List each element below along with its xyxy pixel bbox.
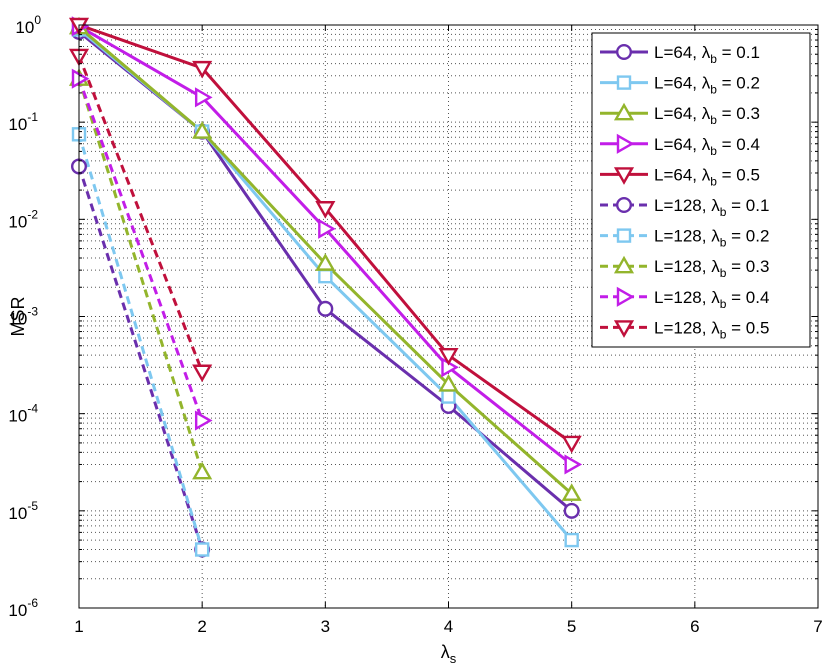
legend-marker — [616, 196, 633, 213]
data-point-marker — [561, 483, 582, 501]
y-axis-label: MSR — [8, 297, 28, 337]
axis-ticks — [78, 24, 819, 609]
data-point-marker — [192, 121, 213, 139]
series-line-6 — [77, 133, 204, 550]
legend-entry-label: L=128, λb = 0.5 — [654, 318, 769, 341]
legend-entry-label: L=64, λb = 0.2 — [654, 74, 760, 97]
data-point-marker — [315, 201, 336, 219]
legend-entry-label: L=128, λb = 0.2 — [654, 227, 769, 250]
series-line-8 — [77, 78, 204, 422]
legend: L=64, λb = 0.1 L=64, λb = 0.2 L=64, λb = 0… — [591, 32, 811, 348]
x-axis-label-subscript: s — [450, 651, 457, 666]
legend-entry-label: L=64, λb = 0.5 — [654, 165, 760, 188]
y-tick-label: 10-2 — [8, 207, 38, 231]
legend-entry-label: L=64, λb = 0.1 — [654, 43, 760, 66]
legend-marker — [613, 167, 635, 185]
data-point-marker — [438, 373, 459, 392]
legend-marker — [616, 286, 635, 307]
legend-entry-label: L=64, λb = 0.4 — [654, 135, 760, 158]
legend-entry-label: L=64, λb = 0.3 — [654, 104, 760, 127]
y-tick-label: 10-5 — [8, 499, 38, 523]
legend-marker — [613, 102, 635, 121]
data-point-marker — [317, 300, 334, 317]
data-point-marker — [192, 461, 213, 480]
data-point-marker — [318, 268, 333, 284]
y-tick-label: 100 — [15, 13, 41, 37]
x-tick-label: 4 — [444, 617, 453, 636]
legend-entry-label: L=128, λb = 0.1 — [654, 196, 769, 219]
series-markers — [68, 16, 583, 558]
x-axis-label-main: λ — [441, 642, 450, 662]
legend-entry-label: L=128, λb = 0.4 — [654, 288, 769, 311]
data-point-marker — [192, 364, 213, 383]
x-tick-label: 7 — [813, 617, 822, 636]
y-tick-label: 10-1 — [8, 110, 38, 134]
x-tick-labels: 1 2 3 4 5 6 7 — [74, 617, 822, 636]
x-tick-label: 1 — [74, 617, 83, 636]
series-line-7 — [77, 78, 204, 473]
legend-marker — [616, 133, 635, 154]
data-point-marker — [192, 60, 213, 79]
legend-marker — [613, 320, 635, 338]
y-tick-label: 10-4 — [8, 402, 38, 426]
data-point-marker — [194, 542, 210, 557]
x-tick-label: 5 — [567, 617, 576, 636]
legend-entry-label: L=128, λb = 0.3 — [654, 257, 769, 280]
data-point-marker — [71, 68, 90, 89]
data-point-marker — [563, 502, 580, 519]
x-axis-label: λs — [441, 642, 457, 666]
data-point-marker — [315, 253, 336, 271]
series-line-9 — [77, 55, 204, 373]
x-tick-label: 3 — [321, 617, 330, 636]
legend-marker — [616, 228, 632, 243]
data-point-marker — [194, 87, 213, 108]
data-point-marker — [564, 454, 583, 475]
y-tick-labels: 100 10-1 10-2 10-3 10-4 10-5 10-6 — [8, 13, 41, 620]
data-point-marker — [564, 532, 579, 548]
legend-marker — [616, 75, 632, 90]
data-point-marker — [194, 410, 213, 431]
y-tick-label: 10-6 — [8, 596, 38, 620]
series-line-5 — [77, 166, 204, 550]
data-point-marker — [318, 218, 336, 239]
legend-marker — [616, 44, 633, 61]
data-point-marker — [438, 347, 459, 366]
x-tick-label: 2 — [197, 617, 206, 636]
legend-marker — [613, 255, 635, 274]
y-tick-label: 10-3 — [8, 305, 38, 329]
data-point-marker — [561, 435, 582, 454]
x-tick-label: 6 — [690, 617, 699, 636]
data-point-marker — [441, 389, 456, 404]
